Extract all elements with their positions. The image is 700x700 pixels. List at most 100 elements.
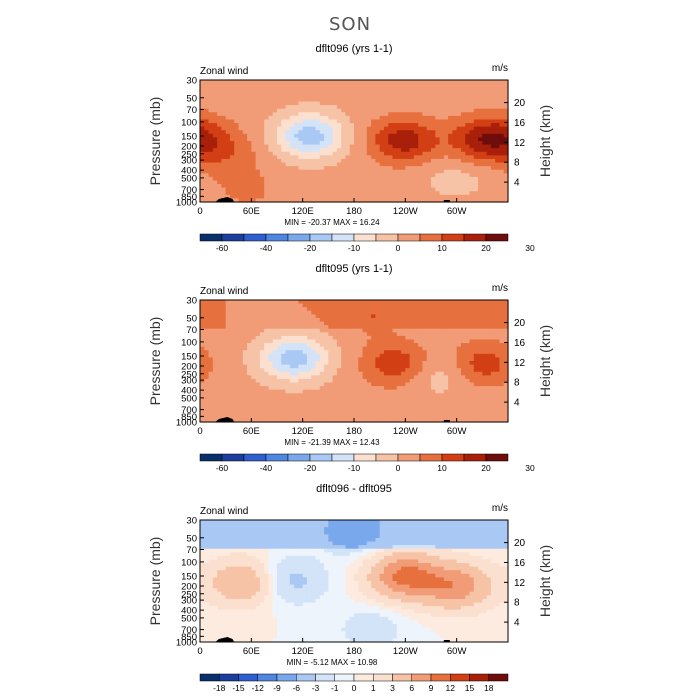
- heatmap-cell: [452, 151, 458, 156]
- heatmap-cell: [268, 184, 274, 189]
- heatmap-cell: [336, 173, 342, 178]
- heatmap-cell: [332, 180, 338, 185]
- heatmap-cell: [473, 158, 479, 164]
- heatmap-cell: [306, 335, 312, 341]
- heatmap-cell: [294, 317, 299, 323]
- heatmap-cell: [336, 94, 342, 99]
- heatmap-cell: [435, 418, 441, 423]
- heatmap-cell: [349, 389, 355, 394]
- heatmap-cell: [306, 115, 312, 121]
- heatmap-cell: [354, 155, 359, 160]
- heatmap-cell: [345, 368, 351, 373]
- heatmap-cell: [204, 332, 210, 337]
- heatmap-cell: [268, 108, 274, 113]
- heatmap-cell: [319, 119, 325, 124]
- heatmap-cell: [362, 382, 368, 387]
- heatmap-cell: [448, 173, 453, 178]
- heatmap-cell: [285, 141, 291, 146]
- heatmap-cell: [272, 300, 278, 305]
- heatmap-cell: [217, 310, 222, 315]
- heatmap-cell: [345, 353, 351, 359]
- heatmap-cell: [229, 162, 235, 167]
- heatmap-cell: [460, 80, 466, 85]
- heatmap-cell: [409, 112, 415, 117]
- heatmap-cell: [422, 339, 428, 344]
- heatmap-cell: [405, 94, 411, 99]
- heatmap-cell: [341, 155, 347, 160]
- heatmap-cell: [294, 155, 299, 160]
- heatmap-cell: [212, 328, 218, 333]
- heatmap-cell: [456, 310, 462, 315]
- heatmap-cell: [277, 361, 282, 366]
- heatmap-cell: [238, 87, 244, 92]
- heatmap-cell: [324, 368, 329, 373]
- heatmap-cell: [478, 180, 483, 185]
- heatmap-cell: [362, 162, 368, 167]
- heatmap-cell: [362, 80, 368, 85]
- heatmap-cell: [473, 325, 479, 330]
- heatmap-cell: [345, 418, 351, 423]
- heatmap-cell: [264, 357, 270, 362]
- heatmap-cell: [358, 126, 364, 131]
- heatmap-cell: [268, 119, 274, 124]
- heatmap-cell: [311, 126, 317, 131]
- heatmap-cell: [229, 133, 235, 139]
- heatmap-cell: [294, 418, 299, 423]
- heatmap-cell: [289, 180, 295, 185]
- heatmap-cell: [490, 194, 496, 200]
- heatmap-cell: [456, 198, 462, 203]
- heatmap-cell: [495, 328, 501, 333]
- heatmap-cell: [375, 418, 381, 423]
- heatmap-cell: [324, 407, 329, 412]
- heatmap-cell: [371, 300, 376, 305]
- heatmap-cell: [354, 187, 359, 192]
- heatmap-cell: [324, 162, 329, 167]
- heatmap-cell: [251, 303, 257, 308]
- heatmap-cell: [242, 368, 248, 373]
- heatmap-cell: [426, 180, 432, 185]
- heatmap-cell: [486, 407, 492, 412]
- heatmap-cell: [366, 307, 372, 312]
- heatmap-cell: [366, 148, 372, 153]
- heatmap-cell: [435, 382, 441, 387]
- heatmap-cell: [405, 173, 411, 178]
- heatmap-cell: [247, 346, 252, 351]
- heatmap-cell: [401, 414, 406, 420]
- heatmap-cell: [431, 357, 436, 362]
- heatmap-cell: [319, 97, 325, 103]
- heatmap-cell: [456, 166, 462, 171]
- heatmap-cell: [345, 300, 351, 305]
- heatmap-cell: [255, 404, 261, 409]
- heatmap-cell: [418, 158, 424, 164]
- heatmap-cell: [478, 126, 483, 131]
- heatmap-cell: [247, 80, 252, 85]
- heatmap-cell: [259, 105, 265, 110]
- heatmap-cell: [268, 87, 274, 92]
- chart-panel-dflt095: dflt095 (yrs 1-1)Zonal wind m/s3050701001…: [147, 263, 553, 473]
- heatmap-cell: [465, 97, 471, 103]
- heatmap-cell: [200, 198, 205, 203]
- heatmap-cell: [238, 328, 244, 333]
- heatmap-cell: [362, 407, 368, 412]
- heatmap-cell: [388, 411, 394, 416]
- heatmap-cell: [212, 411, 218, 416]
- heatmap-cell: [217, 328, 222, 333]
- heatmap-cell: [264, 382, 270, 387]
- heatmap-cell: [499, 353, 505, 359]
- heatmap-cell: [401, 83, 406, 88]
- heatmap-cell: [251, 105, 257, 110]
- heatmap-cell: [208, 328, 214, 333]
- heatmap-cell: [473, 119, 479, 124]
- heatmap-cell: [379, 184, 385, 189]
- heatmap-cell: [336, 325, 342, 330]
- heatmap-cell: [200, 343, 205, 348]
- heatmap-cell: [242, 321, 248, 326]
- heatmap-cell: [375, 90, 381, 95]
- heatmap-cell: [452, 418, 458, 423]
- heatmap-cell: [328, 198, 334, 203]
- heatmap-cell: [495, 112, 501, 117]
- heatmap-cell: [379, 364, 385, 369]
- heatmap-cell: [277, 371, 282, 376]
- heatmap-cell: [413, 83, 419, 88]
- heatmap-cell: [251, 126, 257, 131]
